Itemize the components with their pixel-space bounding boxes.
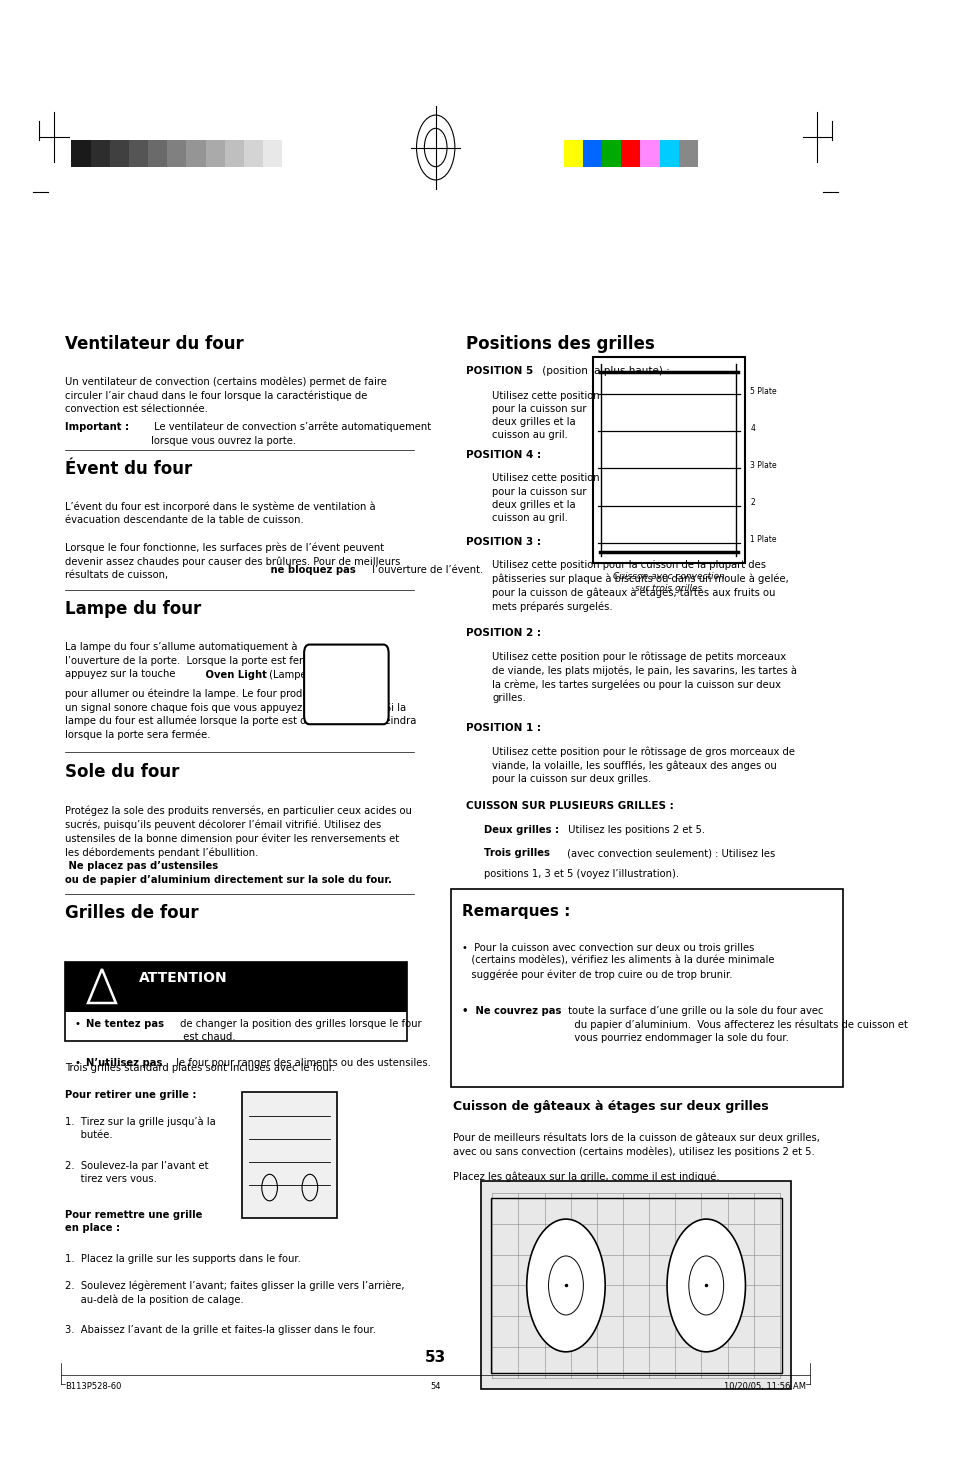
Circle shape — [666, 1218, 744, 1351]
Text: Lampe du four: Lampe du four — [66, 600, 201, 618]
Text: •  Ne couvrez pas: • Ne couvrez pas — [461, 1006, 560, 1016]
FancyBboxPatch shape — [592, 357, 744, 563]
FancyBboxPatch shape — [679, 140, 698, 167]
FancyBboxPatch shape — [91, 140, 110, 167]
Text: 1.  Tirez sur la grille jusqu’à la
     butée.: 1. Tirez sur la grille jusqu’à la butée. — [66, 1117, 216, 1140]
Text: (position la plus haute) :: (position la plus haute) : — [537, 366, 669, 376]
Text: CUISSON SUR PLUSIEURS GRILLES :: CUISSON SUR PLUSIEURS GRILLES : — [466, 801, 673, 811]
Text: •  Pour la cuisson avec convection sur deux ou trois grilles
   (certains modèle: • Pour la cuisson avec convection sur de… — [461, 943, 774, 979]
FancyBboxPatch shape — [71, 140, 91, 167]
Text: Cuisson avec convection
sur trois grilles: Cuisson avec convection sur trois grille… — [612, 572, 724, 593]
Text: ne bloquez pas: ne bloquez pas — [266, 565, 355, 575]
Text: 54: 54 — [430, 1382, 440, 1391]
Text: 4: 4 — [749, 423, 755, 432]
Text: POSITION 3 :: POSITION 3 : — [466, 537, 540, 547]
FancyBboxPatch shape — [129, 140, 148, 167]
FancyBboxPatch shape — [225, 140, 244, 167]
Text: Grilles de four: Grilles de four — [66, 904, 199, 922]
FancyBboxPatch shape — [206, 140, 225, 167]
Text: 2: 2 — [749, 499, 754, 507]
Text: N’utilisez pas: N’utilisez pas — [86, 1058, 162, 1068]
Text: Important :: Important : — [66, 422, 130, 432]
Text: Pour remettre une grille
en place :: Pour remettre une grille en place : — [66, 1210, 203, 1233]
Text: 2.  Soulevez-la par l’avant et
     tirez vers vous.: 2. Soulevez-la par l’avant et tirez vers… — [66, 1161, 209, 1184]
Text: •: • — [74, 1058, 80, 1068]
Text: toute la surface d’une grille ou la sole du four avec
   du papier d’aluminium. : toute la surface d’une grille ou la sole… — [564, 1006, 906, 1043]
FancyBboxPatch shape — [186, 140, 206, 167]
FancyBboxPatch shape — [148, 140, 167, 167]
Text: Évent du four: Évent du four — [66, 460, 193, 478]
Text: Lorsque le four fonctionne, les surfaces près de l’évent peuvent
devenir assez c: Lorsque le four fonctionne, les surfaces… — [66, 543, 400, 580]
Text: Protégez la sole des produits renversés, en particulier ceux acides ou
sucrés, p: Protégez la sole des produits renversés,… — [66, 805, 412, 857]
Text: Utilisez les positions 2 et 5.: Utilisez les positions 2 et 5. — [564, 825, 704, 835]
FancyBboxPatch shape — [263, 140, 282, 167]
Text: positions 1, 3 et 5 (voyez l’illustration).: positions 1, 3 et 5 (voyez l’illustratio… — [483, 869, 678, 879]
Text: POSITION 1 :: POSITION 1 : — [466, 723, 540, 733]
Text: B113P528-60: B113P528-60 — [66, 1382, 122, 1391]
FancyBboxPatch shape — [620, 140, 639, 167]
Text: Le ventilateur de convection s’arrête automatiquement
lorsque vous ouvrez la por: Le ventilateur de convection s’arrête au… — [151, 422, 431, 445]
Text: POSITION 5: POSITION 5 — [466, 366, 533, 376]
Text: Oven
Light: Oven Light — [333, 665, 359, 687]
Text: 10/20/05, 11:56 AM: 10/20/05, 11:56 AM — [723, 1382, 805, 1391]
Text: La lampe du four s’allume automatiquement à
l’ouverture de la porte.  Lorsque la: La lampe du four s’allume automatiquemen… — [66, 642, 328, 678]
Text: Utilisez cette position
pour la cuisson sur
deux grilles et la
cuisson au gril.: Utilisez cette position pour la cuisson … — [492, 473, 599, 524]
FancyBboxPatch shape — [242, 1092, 336, 1218]
Text: Oven Light: Oven Light — [202, 670, 267, 680]
FancyBboxPatch shape — [582, 140, 601, 167]
Text: 1.  Placez la grille sur les supports dans le four.: 1. Placez la grille sur les supports dan… — [66, 1254, 301, 1264]
Text: Ne tentez pas: Ne tentez pas — [86, 1019, 164, 1030]
Text: •: • — [74, 1019, 80, 1030]
Text: Utilisez cette position pour la cuisson de la plupart des
pâtisseries sur plaque: Utilisez cette position pour la cuisson … — [492, 560, 788, 612]
FancyBboxPatch shape — [563, 140, 582, 167]
FancyBboxPatch shape — [450, 889, 842, 1087]
FancyBboxPatch shape — [244, 140, 263, 167]
Text: 3 Plate: 3 Plate — [749, 462, 776, 471]
Text: l’ouverture de l’évent.: l’ouverture de l’évent. — [369, 565, 483, 575]
Text: POSITION 4 :: POSITION 4 : — [466, 450, 540, 460]
Text: Deux grilles :: Deux grilles : — [483, 825, 558, 835]
FancyBboxPatch shape — [66, 962, 407, 1041]
Text: Ventilateur du four: Ventilateur du four — [66, 335, 244, 353]
FancyBboxPatch shape — [282, 140, 301, 167]
Text: Placez les gâteaux sur la grille, comme il est indiqué.: Placez les gâteaux sur la grille, comme … — [453, 1171, 719, 1181]
Text: Un ventilateur de convection (certains modèles) permet de faire
circuler l’air c: Un ventilateur de convection (certains m… — [66, 376, 387, 413]
Text: 3.  Abaissez l’avant de la grille et faites-la glisser dans le four.: 3. Abaissez l’avant de la grille et fait… — [66, 1325, 376, 1335]
Text: 1 Plate: 1 Plate — [749, 535, 776, 544]
Text: 2.  Soulevez légèrement l’avant; faites glisser la grille vers l’arrière,
     a: 2. Soulevez légèrement l’avant; faites g… — [66, 1280, 404, 1305]
Circle shape — [526, 1218, 604, 1351]
Text: Utilisez cette position pour le rôtissage de petits morceaux
de viande, les plat: Utilisez cette position pour le rôtissag… — [492, 652, 797, 704]
FancyBboxPatch shape — [66, 962, 407, 1012]
Text: Trois grilles: Trois grilles — [483, 848, 549, 858]
FancyBboxPatch shape — [110, 140, 129, 167]
FancyBboxPatch shape — [304, 645, 388, 724]
Text: Pour retirer une grille :: Pour retirer une grille : — [66, 1090, 196, 1100]
Text: Utilisez cette position
pour la cuisson sur
deux grilles et la
cuisson au gril.: Utilisez cette position pour la cuisson … — [492, 391, 599, 441]
Text: Utilisez cette position pour le rôtissage de gros morceaux de
viande, la volaill: Utilisez cette position pour le rôtissag… — [492, 746, 795, 783]
FancyBboxPatch shape — [659, 140, 679, 167]
Text: Remarques :: Remarques : — [461, 904, 570, 919]
Text: 53: 53 — [425, 1350, 446, 1364]
FancyBboxPatch shape — [639, 140, 659, 167]
Text: Positions des grilles: Positions des grilles — [466, 335, 655, 353]
Text: !: ! — [100, 975, 104, 985]
Text: 5 Plate: 5 Plate — [749, 386, 776, 395]
Text: (Lampe du four): (Lampe du four) — [266, 670, 349, 680]
Text: le four pour ranger des aliments ou des ustensiles.: le four pour ranger des aliments ou des … — [173, 1058, 431, 1068]
Text: Pour de meilleurs résultats lors de la cuisson de gâteaux sur deux grilles,
avec: Pour de meilleurs résultats lors de la c… — [453, 1133, 820, 1158]
FancyBboxPatch shape — [167, 140, 186, 167]
Polygon shape — [88, 969, 115, 1003]
Text: Ne placez pas d’ustensiles
ou de papier d’aluminium directement sur la sole du f: Ne placez pas d’ustensiles ou de papier … — [66, 861, 392, 885]
Text: Cuisson de gâteaux à étages sur deux grilles: Cuisson de gâteaux à étages sur deux gri… — [453, 1100, 768, 1114]
FancyBboxPatch shape — [601, 140, 620, 167]
Text: (avec convection seulement) : Utilisez les: (avec convection seulement) : Utilisez l… — [563, 848, 774, 858]
FancyBboxPatch shape — [480, 1181, 790, 1389]
Text: Trois grilles standard plates sont incluses avec le four.: Trois grilles standard plates sont inclu… — [66, 1063, 335, 1074]
Text: ATTENTION: ATTENTION — [139, 971, 228, 985]
Text: de changer la position des grilles lorsque le four
  est chaud.: de changer la position des grilles lorsq… — [176, 1019, 421, 1043]
Text: L’évent du four est incorporé dans le système de ventilation à
évacuation descen: L’évent du four est incorporé dans le sy… — [66, 502, 375, 525]
Text: POSITION 2 :: POSITION 2 : — [466, 628, 540, 639]
Text: Sole du four: Sole du four — [66, 763, 179, 780]
Text: pour allumer ou éteindre la lampe. Le four produit
un signal sonore chaque fois : pour allumer ou éteindre la lampe. Le fo… — [66, 689, 416, 740]
